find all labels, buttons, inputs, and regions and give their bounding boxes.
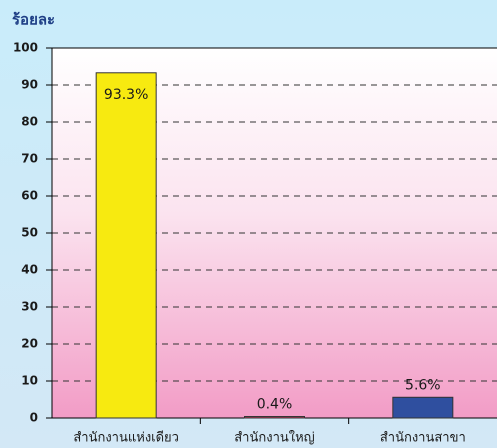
value-label: 0.4% [257,397,293,413]
y-tick-label: 40 [21,263,38,277]
bar [392,396,454,419]
bar [95,72,157,419]
x-tick-label: สำนักงานแห่งเดียว [73,430,179,446]
x-tick-label: สำนักงานใหญ่ [234,430,315,446]
y-tick-label: 60 [21,189,38,203]
value-label: 93.3% [104,87,148,103]
y-tick-label: 50 [21,226,38,240]
bar [244,416,305,419]
y-tick-label: 70 [21,152,38,166]
y-tick-label: 30 [21,300,38,314]
y-tick-label: 90 [21,78,38,92]
y-tick-label: 80 [21,115,38,129]
y-axis-title: ร้อยละ [12,11,55,29]
y-tick-label: 100 [13,41,38,55]
y-tick-label: 0 [30,411,38,425]
y-tick-label: 10 [21,374,38,388]
x-tick-label: สำนักงานสาขา [380,431,466,446]
y-tick-label: 20 [21,337,38,351]
value-label: 5.6% [405,377,441,393]
